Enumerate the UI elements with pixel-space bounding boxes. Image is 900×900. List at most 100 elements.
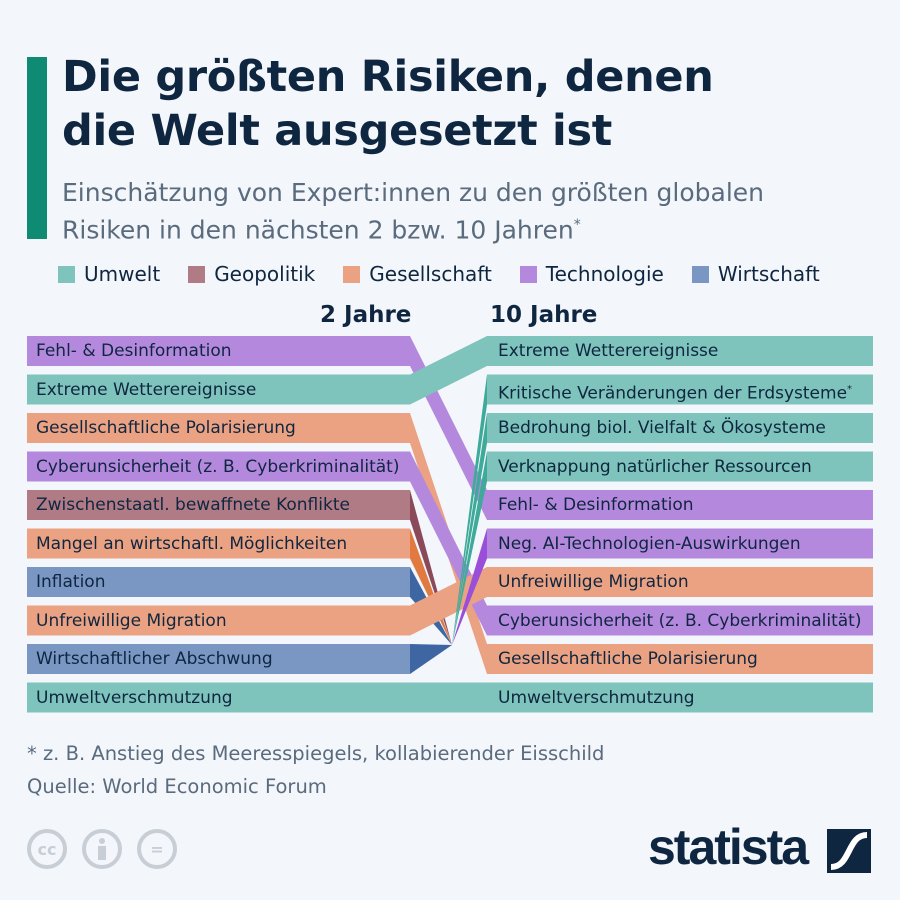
bar-2-years bbox=[27, 451, 410, 482]
bar-2-years bbox=[27, 413, 410, 443]
bar-2-years bbox=[27, 605, 410, 636]
label-2-years-text: Umweltverschmutzung bbox=[36, 687, 233, 708]
bar-10-years bbox=[487, 644, 873, 674]
label-2-years-text: Fehl- & Desinformation bbox=[36, 341, 232, 361]
legend-item: Technologie bbox=[519, 262, 664, 286]
legend-label: Wirtschaft bbox=[717, 262, 820, 286]
label-10-years: Unfreiwillige Migration bbox=[498, 567, 689, 597]
statista-logo-mark bbox=[827, 829, 871, 873]
subtitle: Einschätzung von Expert:innen zu den grö… bbox=[62, 176, 882, 246]
bar-10-years bbox=[487, 490, 873, 520]
bar-2-years bbox=[27, 490, 410, 520]
bar-10-years bbox=[487, 336, 873, 366]
bar-2-years bbox=[27, 567, 410, 597]
label-10-years-text: Neg. AI-Technologien-Auswirkungen bbox=[498, 533, 801, 554]
title: Die größten Risiken, denen die Welt ausge… bbox=[62, 50, 714, 158]
label-2-years: Wirtschaftlicher Abschwung bbox=[36, 644, 273, 674]
label-2-years-text: Gesellschaftliche Polarisierung bbox=[36, 418, 296, 438]
bar-2-years bbox=[27, 336, 410, 366]
no-derivatives-icon[interactable]: = bbox=[137, 829, 177, 869]
label-10-years-text: Gesellschaftliche Polarisierung bbox=[498, 649, 758, 669]
label-10-years-text: Umweltverschmutzung bbox=[498, 687, 695, 708]
label-2-years: Umweltverschmutzung bbox=[36, 683, 233, 713]
label-10-years: Cyberunsicherheit (z. B. Cyberkriminalit… bbox=[498, 606, 861, 636]
label-10-years-text: Bedrohung biol. Vielfalt & Ökosysteme bbox=[498, 418, 826, 438]
label-2-years: Extreme Wetterereignisse bbox=[36, 375, 256, 405]
legend-item: Gesellschaft bbox=[343, 262, 492, 286]
dropout-flow bbox=[410, 644, 452, 674]
legend-swatch bbox=[58, 265, 75, 283]
legend-swatch bbox=[188, 265, 206, 283]
label-2-years: Inflation bbox=[36, 567, 105, 597]
legend-label: Umwelt bbox=[84, 262, 161, 286]
bar-2-years bbox=[27, 682, 873, 713]
source: Quelle: World Economic Forum bbox=[27, 775, 327, 798]
cc-icon[interactable]: cc bbox=[27, 829, 67, 869]
attribution-icon[interactable] bbox=[82, 829, 122, 869]
footnote-mark: * bbox=[847, 383, 853, 395]
footnote: * z. B. Anstieg des Meeresspiegels, koll… bbox=[27, 742, 605, 765]
new-entry-flow bbox=[452, 451, 487, 645]
label-10-years: Extreme Wetterereignisse bbox=[498, 336, 718, 366]
legend-swatch bbox=[343, 265, 361, 283]
bar-2-years bbox=[27, 644, 410, 674]
subtitle-line-2: Risiken in den nächsten 2 bzw. 10 Jahren bbox=[62, 215, 574, 245]
label-10-years-text: Kritische Veränderungen der Erdsysteme bbox=[498, 383, 848, 404]
legend-item: Wirtschaft bbox=[691, 262, 820, 286]
bar-10-years bbox=[487, 567, 873, 597]
label-2-years: Fehl- & Desinformation bbox=[36, 336, 232, 366]
label-10-years: Kritische Veränderungen der Erdsysteme* bbox=[498, 375, 852, 405]
label-10-years-text: Fehl- & Desinformation bbox=[498, 495, 694, 515]
label-2-years-text: Mangel an wirtschaftl. Möglichkeiten bbox=[36, 533, 348, 554]
bar-10-years bbox=[487, 605, 873, 636]
statista-logo[interactable]: statista bbox=[648, 819, 809, 875]
title-line-1: Die größten Risiken, denen bbox=[62, 52, 714, 102]
legend: Umwelt Geopolitik Gesellschaft Technologie W… bbox=[58, 262, 820, 286]
label-10-years: Umweltverschmutzung bbox=[498, 683, 695, 713]
flow-band bbox=[410, 567, 487, 636]
bar-10-years bbox=[487, 451, 873, 482]
bar-10-years bbox=[487, 374, 873, 405]
label-10-years-text: Cyberunsicherheit (z. B. Cyberkriminalit… bbox=[498, 610, 862, 631]
label-10-years: Verknappung natürlicher Ressourcen bbox=[498, 452, 812, 482]
title-line-2: die Welt ausgesetzt ist bbox=[62, 106, 613, 156]
label-2-years: Cyberunsicherheit (z. B. Cyberkriminalit… bbox=[36, 452, 399, 482]
label-2-years-text: Wirtschaftlicher Abschwung bbox=[36, 649, 273, 669]
label-2-years-text: Zwischenstaatl. bewaffnete Konflikte bbox=[36, 495, 350, 515]
legend-swatch bbox=[519, 265, 537, 283]
bar-10-years bbox=[487, 413, 873, 443]
label-2-years-text: Inflation bbox=[36, 572, 106, 592]
label-2-years: Unfreiwillige Migration bbox=[36, 606, 227, 636]
label-10-years: Neg. AI-Technologien-Auswirkungen bbox=[498, 529, 801, 559]
label-2-years-text: Extreme Wetterereignisse bbox=[36, 379, 257, 400]
legend-swatch bbox=[691, 265, 709, 283]
bar-2-years bbox=[27, 528, 410, 559]
new-entry-flow bbox=[452, 528, 487, 645]
column-header-10-years: 10 Jahre bbox=[490, 302, 598, 328]
label-2-years: Gesellschaftliche Polarisierung bbox=[36, 413, 296, 443]
legend-label: Gesellschaft bbox=[369, 262, 492, 286]
label-2-years-text: Unfreiwillige Migration bbox=[36, 610, 227, 631]
label-10-years-text: Unfreiwillige Migration bbox=[498, 572, 689, 592]
label-10-years: Gesellschaftliche Polarisierung bbox=[498, 644, 758, 674]
legend-item: Umwelt bbox=[58, 262, 160, 286]
label-10-years-text: Extreme Wetterereignisse bbox=[498, 341, 719, 361]
label-10-years-text: Verknappung natürlicher Ressourcen bbox=[498, 456, 812, 477]
label-10-years: Fehl- & Desinformation bbox=[498, 490, 694, 520]
bar-2-years bbox=[27, 374, 410, 405]
legend-label: Geopolitik bbox=[214, 262, 316, 286]
subtitle-footnote-mark: * bbox=[573, 217, 581, 233]
label-2-years-text: Cyberunsicherheit (z. B. Cyberkriminalit… bbox=[36, 456, 400, 477]
label-2-years: Zwischenstaatl. bewaffnete Konflikte bbox=[36, 490, 350, 520]
new-entry-flow bbox=[452, 413, 487, 645]
legend-item: Geopolitik bbox=[188, 262, 315, 286]
subtitle-line-1: Einschätzung von Expert:innen zu den grö… bbox=[62, 178, 765, 207]
new-entry-flow bbox=[452, 374, 487, 645]
flow-band bbox=[410, 336, 487, 405]
legend-label: Technologie bbox=[545, 262, 664, 286]
accent-bar bbox=[27, 57, 47, 239]
column-header-2-years: 2 Jahre bbox=[320, 302, 412, 328]
label-2-years: Mangel an wirtschaftl. Möglichkeiten bbox=[36, 529, 347, 559]
